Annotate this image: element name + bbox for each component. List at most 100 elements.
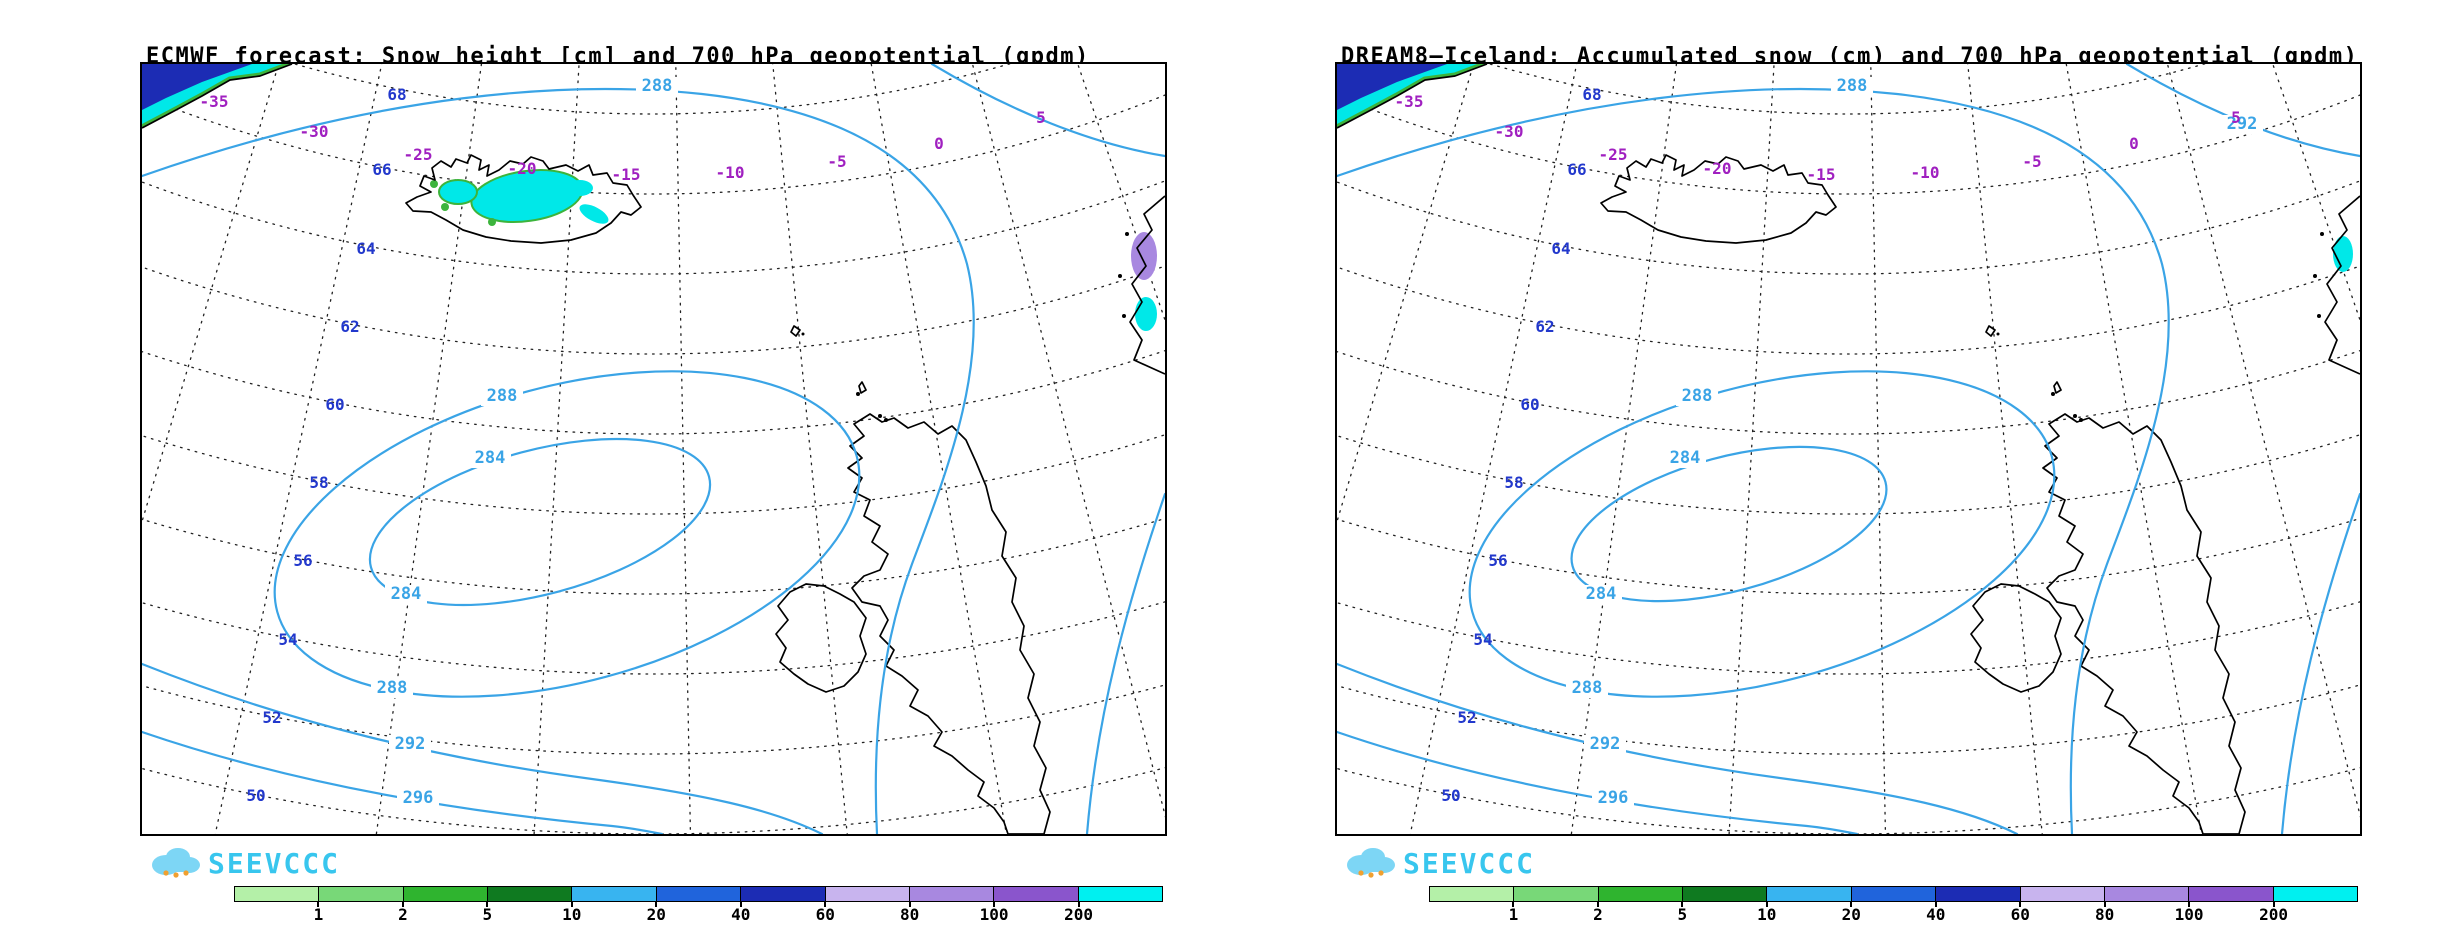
latitude-labels: 68 66 64 62 60 58 56 54 52 50 xyxy=(246,85,406,805)
contour-label-292: 292 xyxy=(2227,114,2258,134)
map-dream8: 288 292 288 284 284 288 292 296 -35 -30 … xyxy=(1335,62,2362,836)
colorbar-tick: 60 xyxy=(815,905,835,924)
great-britain-coast xyxy=(847,413,1051,834)
faroe-islands-coast xyxy=(790,325,801,337)
colorbar-tick: 100 xyxy=(979,905,1009,924)
colorbar-tick: 10 xyxy=(562,905,582,924)
contour-label-284: 284 xyxy=(391,584,422,604)
lat-label: 68 xyxy=(387,85,406,104)
colorbar-segments xyxy=(1429,886,2358,902)
contour-label-288: 288 xyxy=(1572,678,1603,698)
lat-label: 56 xyxy=(293,551,312,570)
greenland-coast xyxy=(142,64,293,129)
lat-label: 64 xyxy=(356,239,375,258)
lat-label: 54 xyxy=(1473,630,1492,649)
colorbar-seg xyxy=(2020,887,2105,901)
lon-label: -35 xyxy=(1395,92,1424,111)
norway-coast xyxy=(1118,195,1165,375)
faroe-islet xyxy=(1996,332,2000,336)
colorbar-tick: 40 xyxy=(1926,905,1946,924)
lat-label: 64 xyxy=(1551,239,1570,258)
seevccc-logo: SEEVCCC xyxy=(1339,840,1639,884)
map-dream8-svg: 288 292 288 284 284 288 292 296 -35 -30 … xyxy=(1337,64,2360,834)
colorbar-seg xyxy=(572,887,657,901)
orkney-islet xyxy=(878,414,882,418)
shetland-islet xyxy=(2051,392,2055,396)
lon-label: -25 xyxy=(1599,145,1628,164)
colorbar-tick: 2 xyxy=(1593,905,1603,924)
colorbar-seg xyxy=(1430,887,1515,901)
colorbar-seg xyxy=(235,887,320,901)
contour-label-292: 292 xyxy=(1590,734,1621,754)
colorbar-seg xyxy=(488,887,573,901)
lat-label: 52 xyxy=(1457,708,1476,727)
colorbar-tick: 20 xyxy=(646,905,666,924)
shetland-coast xyxy=(2053,381,2062,394)
longitude-labels: -35 -30 -25 -20 -15 -10 -5 0 5 xyxy=(200,92,1046,184)
colorbar-tick: 60 xyxy=(2010,905,2030,924)
contour-label-292: 292 xyxy=(395,734,426,754)
geopotential-contours xyxy=(1337,64,2360,834)
colorbar-seg xyxy=(909,887,995,901)
shetland-islet xyxy=(856,392,860,396)
lon-label: -35 xyxy=(200,92,229,111)
lat-label: 68 xyxy=(1582,85,1601,104)
colorbar-seg xyxy=(2189,887,2274,901)
map-ecmwf-svg: 288 288 284 284 288 292 296 -35 -30 -25 … xyxy=(142,64,1165,834)
colorbar-tick: 5 xyxy=(1677,905,1688,924)
faroe-islands-coast xyxy=(1985,325,1996,337)
colorbar-seg xyxy=(994,887,1079,901)
colorbar-seg xyxy=(1598,887,1684,901)
lat-label: 66 xyxy=(372,160,391,179)
contour-labels: 288 288 284 284 288 292 296 xyxy=(371,76,678,808)
graticule xyxy=(1337,64,2360,834)
contour-284-closed xyxy=(1570,445,1888,603)
lon-label: 5 xyxy=(2231,108,2241,127)
contour-label-288: 288 xyxy=(487,386,518,406)
lat-label: 50 xyxy=(1441,786,1460,805)
lon-label: -30 xyxy=(1495,122,1524,141)
coastlines xyxy=(405,154,1051,834)
seevccc-cloud-icon xyxy=(152,848,200,878)
contour-288-closed xyxy=(1468,370,2056,698)
colorbar-seg xyxy=(1514,887,1599,901)
lon-label: -10 xyxy=(716,163,745,182)
contour-label-288: 288 xyxy=(377,678,408,698)
lat-label: 66 xyxy=(1567,160,1586,179)
contour-label-288: 288 xyxy=(1837,76,1868,96)
lat-label: 62 xyxy=(340,317,359,336)
colorbar-tick: 80 xyxy=(2095,905,2115,924)
lat-label: 62 xyxy=(1535,317,1554,336)
lon-label: -15 xyxy=(1807,165,1836,184)
contour-288-north xyxy=(142,87,975,834)
lat-label: 54 xyxy=(278,630,297,649)
colorbar-tick: 200 xyxy=(1064,905,1093,924)
contour-292-northeast xyxy=(2125,64,2360,158)
map-ecmwf: 288 288 284 284 288 292 296 -35 -30 -25 … xyxy=(140,62,1167,836)
colorbar-tick: 20 xyxy=(1841,905,1861,924)
contour-labels: 288 292 288 284 284 288 292 296 xyxy=(1566,76,2263,808)
colorbar-seg xyxy=(656,887,742,901)
colorbar-tick: 40 xyxy=(731,905,751,924)
norway-coast xyxy=(2313,195,2360,375)
colorbar-segments xyxy=(234,886,1163,902)
colorbar-seg xyxy=(741,887,826,901)
colorbar-seg xyxy=(1078,887,1162,901)
contour-label-284: 284 xyxy=(1586,584,1617,604)
lon-label: -20 xyxy=(1703,159,1732,178)
faroe-islet xyxy=(801,332,805,336)
lat-label: 58 xyxy=(1504,473,1523,492)
seevccc-cloud-icon xyxy=(1347,848,1395,878)
contour-292-northeast xyxy=(930,64,1165,158)
greenland-coast xyxy=(1337,64,1488,129)
lon-label: 5 xyxy=(1036,108,1046,127)
lon-label: -5 xyxy=(2022,152,2041,171)
lon-label: -20 xyxy=(508,159,537,178)
contour-label-288: 288 xyxy=(642,76,673,96)
orkney-islet xyxy=(2073,414,2077,418)
colorbar-tick: 2 xyxy=(398,905,408,924)
contour-label-284: 284 xyxy=(475,448,506,468)
colorbar-tick: 200 xyxy=(2259,905,2288,924)
latitude-labels: 68 66 64 62 60 58 56 54 52 50 xyxy=(1441,85,1601,805)
